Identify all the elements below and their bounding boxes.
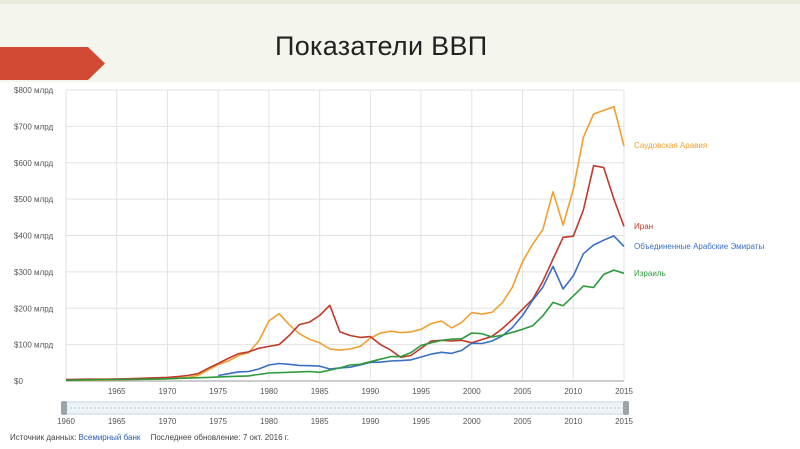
slider-tick-label: 2000	[463, 417, 481, 426]
slider-tick-label: 2005	[514, 417, 532, 426]
x-tick-label: 2005	[514, 387, 532, 396]
series-line-0	[66, 105, 625, 382]
series-line-1	[65, 164, 625, 381]
x-tick-label: 2000	[463, 387, 481, 396]
slider-tick-label: 1965	[108, 417, 126, 426]
slider-tick-label: 1985	[311, 417, 329, 426]
y-tick-label: $0	[14, 377, 23, 386]
y-tick-label: $200 млрд	[14, 304, 53, 313]
x-tick-label: 1970	[159, 387, 177, 396]
series-lines	[65, 105, 625, 382]
x-tick-label: 1985	[311, 387, 329, 396]
source-link[interactable]: Всемирный банк	[78, 433, 141, 442]
slide-title: Показатели ВВП	[275, 31, 488, 61]
x-tick-label: 1980	[260, 387, 278, 396]
source-label: Источник данных:	[10, 433, 77, 442]
footer: Источник данных: Всемирный банк Последне…	[10, 433, 289, 442]
slider-tick-label: 2010	[564, 417, 582, 426]
y-tick-label: $700 млрд	[14, 122, 53, 131]
y-tick-label: $100 млрд	[14, 341, 53, 350]
y-tick-label: $500 млрд	[14, 195, 53, 204]
slider-tick-label: 1990	[361, 417, 379, 426]
legend-label-3: Израиль	[634, 269, 666, 278]
slider-tick-label: 1980	[260, 417, 278, 426]
slider-tick-label: 1995	[412, 417, 430, 426]
x-tick-label: 2015	[615, 387, 633, 396]
chart-legend: Саудовская Аравия Иран Объединенные Арабск…	[634, 141, 764, 278]
slider-tick-label: 1970	[159, 417, 177, 426]
legend-label-0: Саудовская Аравия	[634, 141, 707, 150]
slider-tick-label: 1960	[57, 417, 75, 426]
x-tick-label: 1990	[361, 387, 379, 396]
y-tick-label: $400 млрд	[14, 232, 53, 241]
slider-right-handle[interactable]	[623, 401, 629, 415]
x-tick-label: 1995	[412, 387, 430, 396]
header-bar	[0, 0, 800, 4]
slider-tick-label: 1975	[209, 417, 227, 426]
y-tick-label: $800 млрд	[14, 86, 53, 95]
legend-label-2: Объединенные Арабские Эмираты	[634, 242, 764, 251]
title-arrow-banner	[0, 47, 105, 80]
gdp-line-chart: $0 $100 млрд $200 млрд $300 млрд $400 млрд $5…	[14, 86, 764, 426]
chart-grid	[65, 89, 625, 382]
y-axis-labels: $0 $100 млрд $200 млрд $300 млрд $400 млрд $5…	[14, 86, 53, 386]
slide-header	[0, 0, 800, 82]
legend-label-1: Иран	[634, 222, 653, 231]
series-line-2	[218, 235, 625, 377]
x-tick-label: 2010	[564, 387, 582, 396]
x-axis-labels: 1965 1970 1975 1980 1985 1990 1995 2000 2005 2010…	[108, 387, 634, 396]
y-tick-label: $300 млрд	[14, 268, 53, 277]
updated-label: Последнее обновление: 7 окт. 2016 г.	[150, 433, 289, 442]
slider-track[interactable]	[65, 401, 625, 415]
x-tick-label: 1975	[209, 387, 227, 396]
slider-tick-label: 2015	[615, 417, 633, 426]
year-range-slider[interactable]: 1960 1965 1970 1975 1980 1985 1990 1995 2000 2005…	[57, 401, 633, 426]
series-line-3	[65, 269, 625, 382]
y-tick-label: $600 млрд	[14, 159, 53, 168]
x-tick-label: 1965	[108, 387, 126, 396]
slider-left-handle[interactable]	[61, 401, 67, 415]
